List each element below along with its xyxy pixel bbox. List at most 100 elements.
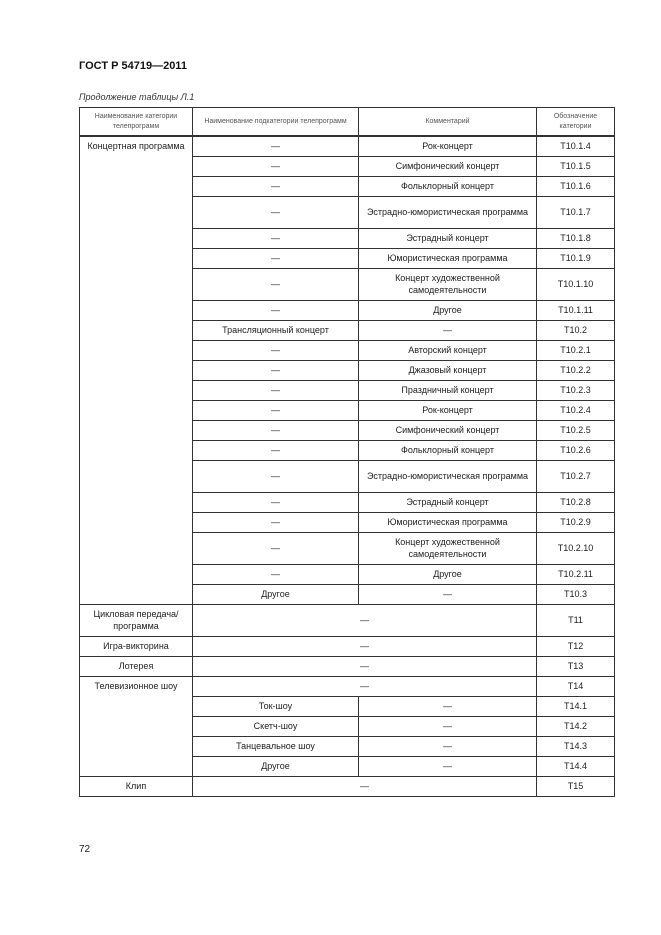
code-cell: T14 — [536, 675, 615, 697]
table-row: — Концерт художественной самодеятельности… — [80, 531, 615, 565]
comment-cell: Симфонический концерт — [358, 155, 537, 177]
code-cell: T10.3 — [536, 583, 615, 605]
table-row: Клип — T15 — [79, 775, 615, 797]
category-cell: Лотерея — [79, 655, 193, 677]
table-row: — Фольклорный концерт T10.2.6 — [80, 439, 615, 461]
code-cell: T10.1.6 — [536, 175, 615, 197]
header-comment: Комментарий — [358, 107, 537, 137]
subcategory-cell: — — [192, 339, 359, 361]
table-row: Ток-шоу — T14.1 — [80, 695, 615, 717]
code-cell: T10.2.5 — [536, 419, 615, 441]
table-row: — Праздничный концерт T10.2.3 — [80, 379, 615, 401]
table-row: Концертная программа — Рок-концерт T10.1.4 — [79, 135, 615, 605]
comment-cell: Рок-концерт — [358, 135, 537, 157]
code-cell: T10.2.4 — [536, 399, 615, 421]
subcategory-cell: — — [192, 511, 359, 533]
comment-cell: — — [358, 755, 537, 777]
comment-cell: Фольклорный концерт — [358, 439, 537, 461]
table-row: — Юмористическая программа T10.2.9 — [80, 511, 615, 533]
comment-cell: — — [358, 715, 537, 737]
code-cell: T10.2.10 — [536, 531, 615, 565]
subcategory-cell: — — [192, 299, 359, 321]
comment-cell: Концерт художественной самодеятельности — [358, 531, 537, 565]
comment-cell: Эстрадный концерт — [358, 227, 537, 249]
subcategory-cell: — — [192, 247, 359, 269]
table-caption: Продолжение таблицы Л.1 — [79, 92, 195, 102]
comment-cell: — — [358, 735, 537, 757]
subcategory-cell: — — [192, 531, 359, 565]
comment-cell: Джазовый концерт — [358, 359, 537, 381]
merged-cell: — — [192, 675, 537, 697]
subcategory-cell: Другое — [192, 583, 359, 605]
table-row: — Эстрадно-юмористическая программа T10.2.… — [80, 459, 615, 493]
comment-cell: Юмористическая программа — [358, 247, 537, 269]
subcategory-cell: — — [192, 267, 359, 301]
subcategory-cell: — — [192, 175, 359, 197]
code-cell: T10.2.8 — [536, 491, 615, 513]
code-cell: T14.1 — [536, 695, 615, 717]
comment-cell: Другое — [358, 563, 537, 585]
code-cell: T13 — [536, 655, 615, 677]
comment-cell: Праздничный концерт — [358, 379, 537, 401]
table-row: — Симфонический концерт T10.1.5 — [80, 155, 615, 177]
merged-cell: — — [192, 655, 537, 677]
subcategory-cell: — — [192, 155, 359, 177]
code-cell: T15 — [536, 775, 615, 797]
table-row: Лотерея — T13 — [79, 655, 615, 677]
subcategory-cell: — — [192, 491, 359, 513]
merged-cell: — — [192, 635, 537, 657]
code-cell: T10.2.9 — [536, 511, 615, 533]
subcategory-cell: — — [192, 379, 359, 401]
comment-cell: — — [358, 319, 537, 341]
subcategory-cell: Трансляционный концерт — [192, 319, 359, 341]
table-row: — Эстрадный концерт T10.1.8 — [80, 227, 615, 249]
code-cell: T10.2.11 — [536, 563, 615, 585]
comment-cell: Другое — [358, 299, 537, 321]
subcategory-cell: — — [192, 439, 359, 461]
category-cell: Концертная программа — [79, 135, 193, 605]
subcategory-cell: — — [192, 359, 359, 381]
code-cell: T14.3 — [536, 735, 615, 757]
comment-cell: — — [358, 695, 537, 717]
subcategory-cell: Скетч-шоу — [192, 715, 359, 737]
table-row: Цикловая передача/ программа — T11 — [79, 603, 615, 637]
table-row: Трансляционный концерт — T10.2 — [80, 319, 615, 341]
category-cell: Игра-викторина — [79, 635, 193, 657]
category-table: Наименование категории телепрограмм Наим… — [79, 107, 615, 797]
table-row: Игра-викторина — T12 — [79, 635, 615, 657]
code-cell: T10.1.11 — [536, 299, 615, 321]
subcategory-cell: — — [192, 135, 359, 157]
merged-cell: — — [192, 775, 537, 797]
code-cell: T14.4 — [536, 755, 615, 777]
code-cell: T10.1.4 — [536, 135, 615, 157]
table-header-row: Наименование категории телепрограмм Наим… — [79, 107, 615, 137]
comment-cell: Эстрадно-юмористическая программа — [358, 459, 537, 493]
table-row: Телевизионное шоу — T14 — [79, 675, 615, 777]
code-cell: T10.1.7 — [536, 195, 615, 229]
comment-cell: Эстрадно-юмористическая программа — [358, 195, 537, 229]
header-code: Обозначение категории — [536, 107, 615, 137]
code-cell: T12 — [536, 635, 615, 657]
subcategory-cell: Другое — [192, 755, 359, 777]
code-cell: T10.1.8 — [536, 227, 615, 249]
document-title: ГОСТ Р 54719—2011 — [79, 60, 187, 72]
code-cell: T11 — [536, 603, 615, 637]
comment-cell: Авторский концерт — [358, 339, 537, 361]
code-cell: T10.2 — [536, 319, 615, 341]
code-cell: T10.2.1 — [536, 339, 615, 361]
comment-cell: Рок-концерт — [358, 399, 537, 421]
code-cell: T10.2.2 — [536, 359, 615, 381]
subcategory-cell: Ток-шоу — [192, 695, 359, 717]
comment-cell: Фольклорный концерт — [358, 175, 537, 197]
code-cell: T10.1.9 — [536, 247, 615, 269]
comment-cell: — — [358, 583, 537, 605]
code-cell: T10.1.5 — [536, 155, 615, 177]
header-subcategory: Наименование подкатегории телепрограмм — [192, 107, 359, 137]
subcategory-cell: — — [192, 459, 359, 493]
comment-cell: Концерт художественной самодеятельности — [358, 267, 537, 301]
page-number: 72 — [79, 844, 91, 855]
subcategory-cell: — — [192, 419, 359, 441]
code-cell: T10.2.7 — [536, 459, 615, 493]
code-cell: T10.2.6 — [536, 439, 615, 461]
header-category: Наименование категории телепрограмм — [79, 107, 193, 137]
